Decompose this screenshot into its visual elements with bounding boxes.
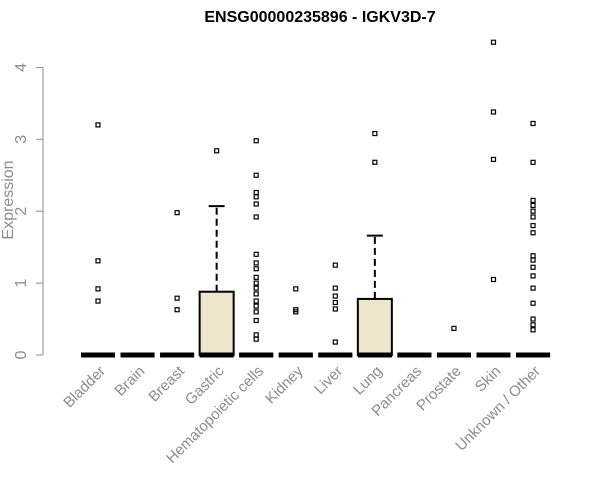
outlier-point (174, 307, 180, 313)
outlier-point (332, 285, 338, 291)
outlier-point (253, 291, 259, 297)
box-9 (436, 325, 471, 358)
outlier-point (253, 285, 259, 291)
outlier-point (332, 262, 338, 268)
outlier-point (253, 189, 259, 196)
y-tick-label: 1 (13, 279, 30, 288)
outlier-point (253, 138, 259, 144)
outlier-point (293, 286, 299, 292)
plot-area (81, 39, 551, 358)
box-3 (198, 148, 235, 358)
outlier-point (530, 285, 536, 291)
y-axis: 0 1 2 3 4 (13, 63, 44, 359)
outlier-point (530, 253, 536, 259)
box-rect (198, 290, 235, 356)
outlier-point (530, 214, 536, 220)
outlier-point (372, 159, 378, 165)
outlier-point (253, 251, 259, 257)
outlier-point (253, 194, 259, 200)
x-tick-label: Prostate (413, 363, 465, 415)
outlier-point (490, 156, 497, 163)
outlier-point (530, 202, 536, 209)
outlier-point (530, 300, 536, 306)
outlier-point (372, 130, 378, 137)
box-7 (356, 130, 393, 358)
y-tick-label: 0 (13, 350, 30, 359)
outlier-point (253, 280, 259, 286)
y-tick-label: 4 (13, 63, 30, 72)
outlier-point (253, 172, 259, 178)
outlier-point (451, 325, 457, 331)
box-10 (476, 39, 511, 358)
outlier-point (490, 39, 497, 45)
outlier-point (253, 317, 259, 324)
outlier-point (253, 214, 259, 220)
y-tick-label: 2 (13, 207, 30, 216)
x-tick-label: Breast (145, 362, 188, 405)
outlier-point (530, 222, 536, 229)
x-tick-label: Bladder (60, 363, 109, 412)
x-tick-label: Liver (311, 363, 346, 398)
outlier-point (293, 307, 299, 313)
outlier-point (253, 309, 259, 315)
box-rect (356, 297, 393, 356)
box-0 (81, 122, 115, 358)
x-tick-label: Lung (350, 363, 386, 399)
box-5 (278, 286, 313, 358)
outlier-point (95, 258, 101, 264)
outlier-point (530, 208, 536, 214)
outlier-point (530, 120, 536, 127)
outlier-point (490, 276, 497, 283)
outlier-point (95, 298, 101, 304)
x-tick-label: Brain (112, 363, 149, 400)
outlier-point (530, 264, 536, 270)
x-tick-label: Skin (472, 363, 505, 396)
box-4 (239, 138, 274, 358)
outlier-point (174, 210, 180, 216)
outlier-point (95, 122, 101, 128)
outlier-point (490, 109, 497, 115)
outlier-point (332, 306, 338, 312)
outlier-point (530, 197, 536, 204)
outlier-point (253, 336, 259, 342)
outlier-point (530, 257, 536, 263)
outlier-point (530, 159, 536, 165)
y-tick-label: 3 (13, 135, 30, 144)
box-11 (516, 120, 551, 358)
box-6 (318, 262, 353, 358)
outlier-point (214, 148, 220, 154)
outlier-point (253, 274, 259, 280)
outlier-point (530, 322, 536, 328)
box-2 (160, 210, 195, 358)
outlier-point (530, 230, 536, 236)
outlier-point (253, 266, 259, 272)
outlier-point (530, 316, 536, 322)
x-tick-label: Kidney (262, 362, 307, 407)
outlier-point (174, 295, 180, 301)
outlier-point (95, 286, 101, 292)
y-axis-label: Expression (0, 160, 17, 239)
outlier-point (332, 339, 338, 345)
chart-title: ENSG00000235896 - IGKV3D-7 (204, 9, 435, 26)
outlier-point (530, 327, 536, 333)
outlier-point (253, 201, 259, 207)
outlier-point (253, 298, 259, 304)
outlier-point (253, 260, 259, 266)
outlier-point (253, 303, 259, 309)
outlier-point (253, 332, 259, 338)
outlier-point (530, 273, 536, 279)
outlier-point (332, 293, 338, 299)
outlier-point (332, 299, 338, 306)
